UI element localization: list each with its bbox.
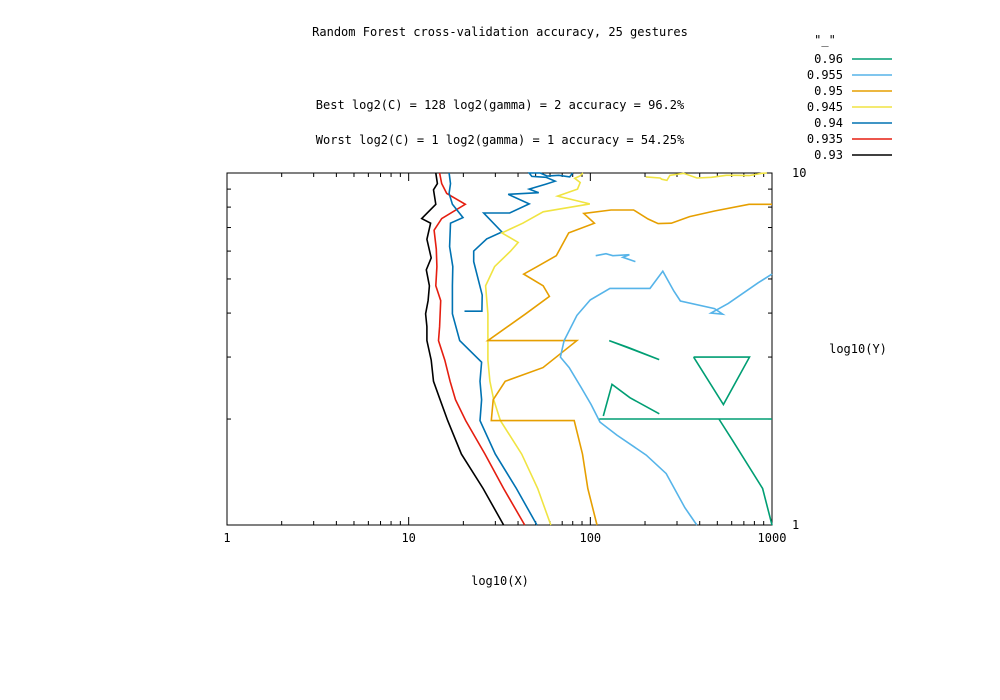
legend: 0.96 0.955 0.95 0.945 0.94 0.935 0.93: [807, 52, 892, 162]
chart-title: Random Forest cross-validation accuracy,…: [312, 25, 688, 39]
legend-label: 0.955: [807, 68, 843, 82]
contour-0.94: [464, 172, 574, 313]
contour-0.955: [595, 252, 636, 263]
contour-0.945: [645, 172, 767, 182]
contour-0.95: [485, 203, 772, 526]
legend-label: 0.945: [807, 100, 843, 114]
y-tick-label: 10: [792, 166, 806, 180]
contour-0.955: [559, 269, 773, 526]
axis-ticks: [226, 172, 772, 526]
y-tick-label: 1: [792, 518, 799, 532]
legend-label: 0.935: [807, 132, 843, 146]
legend-label: 0.95: [814, 84, 843, 98]
contour-0.93: [420, 172, 505, 526]
contour-0.96: [599, 418, 773, 526]
contour-0.94: [448, 172, 538, 526]
contour-0.96: [608, 339, 660, 361]
contour-0.935: [433, 172, 526, 526]
x-axis-label: log10(X): [471, 574, 529, 588]
legend-label: 0.94: [814, 116, 843, 130]
contour-lines: [420, 172, 773, 526]
contour-0.96: [602, 382, 660, 417]
legend-title: "_": [814, 33, 836, 47]
legend-label: 0.96: [814, 52, 843, 66]
x-tick-label: 100: [579, 531, 601, 545]
x-tick-label: 10: [401, 531, 415, 545]
legend-label: 0.93: [814, 148, 843, 162]
best-annotation: Best log2(C) = 128 log2(gamma) = 2 accur…: [316, 98, 685, 112]
plot-area: [226, 172, 773, 526]
y-axis-label: log10(Y): [829, 342, 887, 356]
axis-tick-labels: 1 10 100 1000 1 10: [223, 166, 806, 545]
x-tick-label: 1000: [758, 531, 787, 545]
contour-0.945: [484, 172, 590, 526]
contour-0.96: [692, 356, 751, 407]
worst-annotation: Worst log2(C) = 1 log2(gamma) = 1 accura…: [316, 133, 685, 147]
x-tick-label: 1: [223, 531, 230, 545]
